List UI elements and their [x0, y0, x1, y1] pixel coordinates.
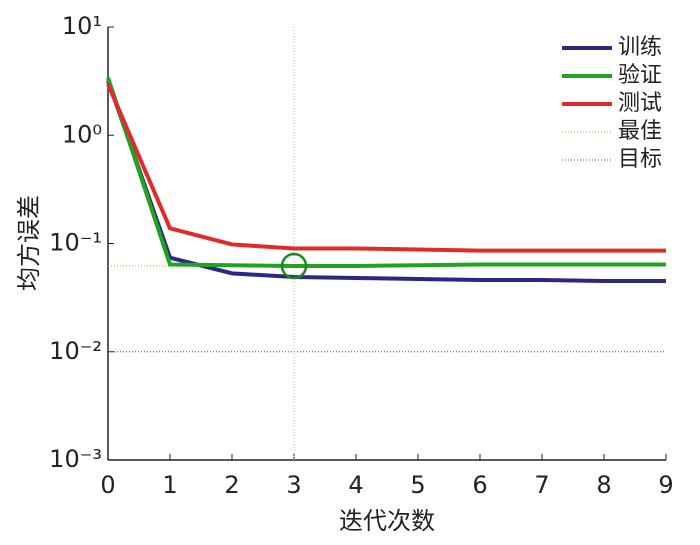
series-line — [106, 83, 666, 253]
y-tick-label: 10⁰ — [62, 120, 102, 148]
y-tick-label: 10¹ — [62, 12, 102, 40]
x-tick-label: 0 — [100, 471, 115, 499]
best-marker — [280, 252, 308, 280]
legend-label: 验证 — [618, 63, 662, 88]
legend-label: 最佳 — [618, 119, 662, 144]
y-tick-label: 10⁻³ — [49, 445, 102, 473]
x-tick-label: 8 — [596, 471, 611, 499]
y-axis-label: 均方误差 — [15, 195, 43, 291]
x-tick-label: 4 — [348, 471, 363, 499]
x-tick-label: 3 — [286, 471, 301, 499]
x-tick-label: 7 — [534, 471, 549, 499]
y-tick-label: 10⁻² — [49, 337, 102, 365]
x-tick-label: 6 — [472, 471, 487, 499]
x-axis-label: 迭代次数 — [339, 507, 435, 535]
legend-label: 目标 — [618, 147, 662, 172]
legend-label: 测试 — [618, 91, 662, 116]
y-tick-label: 10⁻¹ — [49, 229, 102, 257]
series-line — [106, 77, 666, 268]
x-tick-label: 9 — [658, 471, 673, 499]
x-tick-label: 5 — [410, 471, 425, 499]
legend-label: 训练 — [618, 35, 662, 60]
x-tick-label: 1 — [162, 471, 177, 499]
x-tick-label: 2 — [224, 471, 239, 499]
